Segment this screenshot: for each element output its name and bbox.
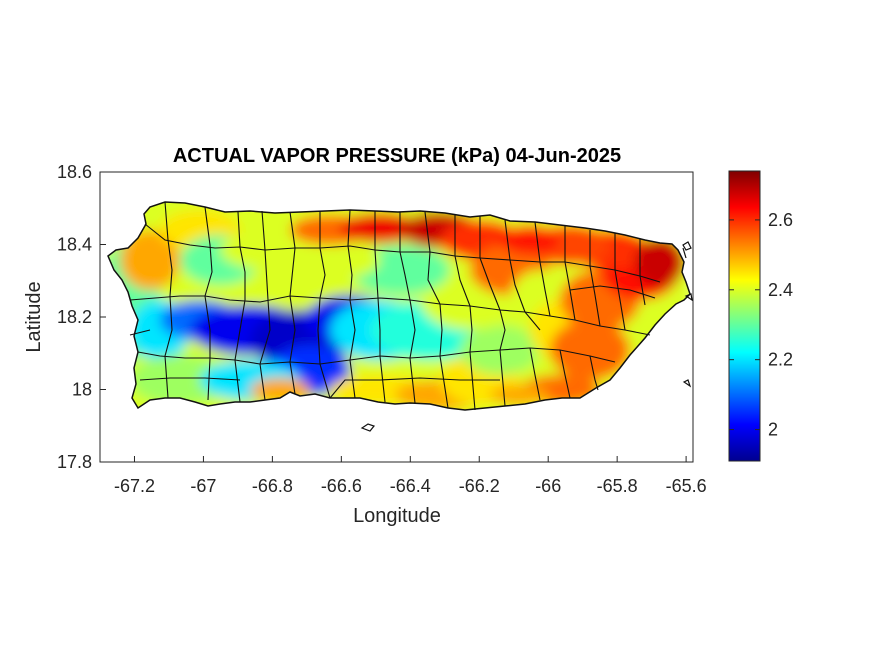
colorbar: [728, 170, 761, 462]
municipality-border: [479, 216, 501, 311]
x-tick-label: -66.6: [321, 476, 362, 496]
municipality-border: [409, 299, 416, 404]
field-cell: [635, 237, 685, 287]
municipality-border: [164, 201, 173, 297]
islet-outline: [684, 293, 693, 302]
y-tick-label: 18.4: [57, 235, 92, 255]
municipality-border: [347, 209, 353, 301]
colorbar-tick-label: 2.2: [768, 350, 793, 370]
municipality-border: [289, 295, 296, 395]
municipality-border: [377, 297, 386, 403]
y-tick-label: 18: [72, 380, 92, 400]
municipality-border: [529, 347, 541, 401]
municipality-border: [329, 377, 500, 399]
municipality-border: [237, 211, 246, 300]
municipality-border: [469, 305, 476, 411]
municipality-border: [164, 295, 173, 399]
field-cell: [500, 225, 560, 255]
chart-title: ACTUAL VAPOR PRESSURE (kPa) 04-Jun-2025: [173, 145, 621, 167]
municipality-border: [499, 309, 506, 407]
municipality-border: [559, 349, 571, 399]
municipality-border: [569, 285, 656, 299]
municipality-border: [319, 297, 526, 313]
x-tick-label: -65.8: [597, 476, 638, 496]
municipality-border: [234, 299, 246, 403]
x-axis: -67.2 -67 -66.8 -66.6 -66.4 -66.2 -66 -65.8 -65.…: [114, 456, 707, 496]
field-cell: [130, 355, 230, 405]
municipality-border: [589, 230, 601, 327]
field-cell: [120, 230, 180, 290]
x-tick-label: -67.2: [114, 476, 155, 496]
municipality-border: [614, 233, 626, 331]
municipality-border: [504, 219, 526, 313]
municipality-borders: [129, 201, 661, 411]
colorbar-tick-label: 2: [768, 420, 778, 440]
municipality-border: [139, 377, 241, 381]
x-tick-label: -66.8: [252, 476, 293, 496]
municipality-border: [589, 355, 599, 391]
municipality-border: [349, 299, 356, 399]
municipality-border: [204, 206, 213, 297]
field-cell: [550, 320, 630, 380]
municipality-border: [129, 295, 321, 303]
x-tick-label: -65.6: [666, 476, 707, 496]
municipality-border: [454, 214, 471, 307]
y-axis: 17.8 18 18.2 18.4 18.6: [57, 162, 106, 472]
municipality-border: [529, 347, 616, 363]
municipality-border: [129, 329, 151, 336]
municipality-border: [144, 223, 320, 251]
municipality-border: [261, 210, 269, 301]
islet-outline: [682, 379, 692, 388]
municipality-border: [289, 211, 296, 297]
municipality-border: [399, 212, 411, 301]
municipality-border: [524, 311, 651, 336]
x-axis-label: Longitude: [353, 505, 441, 527]
colorbar-tick-label: 2.6: [768, 210, 793, 230]
x-tick-label: -66: [535, 476, 561, 496]
municipality-border: [524, 311, 541, 331]
y-tick-label: 17.8: [57, 452, 92, 472]
y-tick-label: 18.2: [57, 307, 92, 327]
municipality-border: [204, 295, 211, 401]
islet-outline: [682, 241, 692, 251]
heatmap-field: [108, 202, 690, 410]
municipality-border: [564, 226, 576, 321]
islet-outline: [360, 423, 376, 432]
colorbar-ticks: 2 2.2 2.4 2.6: [729, 210, 793, 440]
islet-outline: [682, 247, 687, 259]
y-tick-label: 18.6: [57, 162, 92, 182]
islets: [360, 241, 693, 432]
x-tick-label: -66.4: [390, 476, 431, 496]
municipality-border: [424, 211, 441, 305]
municipality-border: [319, 211, 326, 299]
y-axis-label: Latitude: [23, 281, 45, 352]
municipality-border: [137, 351, 321, 365]
x-tick-label: -67: [190, 476, 216, 496]
municipality-border: [639, 239, 646, 306]
colorbar-tick-label: 2.4: [768, 280, 793, 300]
municipality-border: [319, 347, 531, 365]
municipality-border: [317, 297, 331, 399]
municipality-border: [534, 221, 551, 317]
x-tick-label: -66.2: [459, 476, 500, 496]
municipality-border: [439, 303, 449, 409]
municipality-border: [319, 245, 511, 261]
island-outline: [107, 201, 691, 411]
municipality-border: [374, 211, 379, 299]
municipality-border: [259, 299, 271, 401]
